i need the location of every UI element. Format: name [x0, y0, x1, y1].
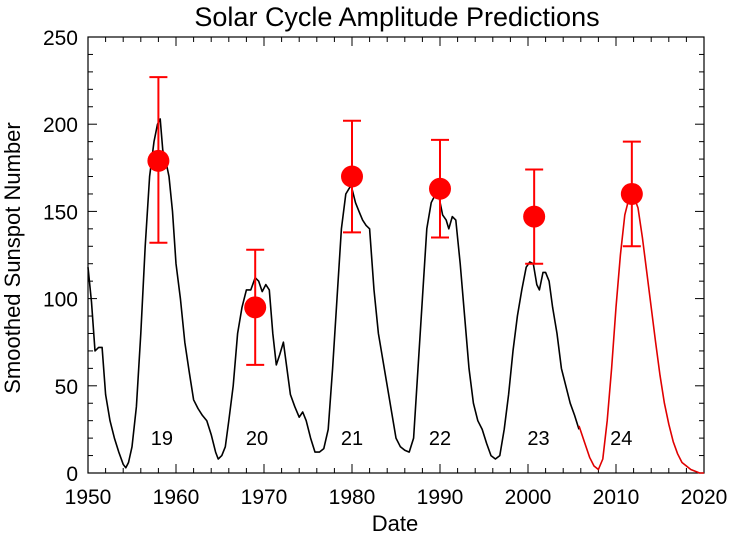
cycle-label-layer: 19 20 21 22 23 24: [151, 428, 633, 450]
prediction-cycle-20: [244, 248, 267, 366]
series-layer: [87, 118, 704, 474]
x-tick-label: 1950: [65, 486, 112, 509]
x-axis: 1950 1960 1970 1980 1990 2000 2010 2020: [65, 37, 728, 509]
prediction-cycle-21: [341, 119, 363, 234]
chart-title: Solar Cycle Amplitude Predictions: [194, 2, 599, 32]
prediction-point: [620, 182, 643, 205]
y-axis-label: Smoothed Sunspot Number: [0, 122, 25, 394]
prediction-layer: [147, 76, 643, 366]
prediction-cycle-23: [523, 168, 546, 265]
cycle-label: 19: [151, 428, 173, 450]
y-tick-label: 0: [66, 463, 78, 486]
x-tick-label: 1970: [241, 486, 288, 509]
cycle-label: 21: [341, 428, 363, 450]
prediction-cycle-24: [620, 140, 643, 248]
x-tick-label: 1980: [329, 486, 376, 509]
plot-frame: [87, 36, 705, 474]
cycle-24-prediction-line: [578, 194, 704, 474]
cycle-label: 22: [429, 428, 451, 450]
prediction-cycle-22: [429, 138, 451, 239]
y-tick-label: 50: [55, 376, 78, 399]
x-tick-label: 2020: [681, 486, 728, 509]
cycle-label: 20: [246, 428, 268, 450]
x-axis-label: Date: [372, 511, 418, 533]
cycle-label: 24: [610, 428, 632, 450]
y-tick-label: 250: [43, 27, 78, 50]
prediction-point: [429, 177, 451, 200]
y-tick-label: 100: [43, 289, 78, 312]
y-axis: 0 50 100 150 200 250: [43, 27, 704, 486]
x-tick-label: 2010: [593, 486, 640, 509]
cycle-label: 23: [527, 428, 549, 450]
prediction-point: [341, 165, 363, 188]
x-tick-label: 1990: [417, 486, 464, 509]
x-tick-label: 2000: [505, 486, 552, 509]
prediction-point: [147, 149, 170, 172]
prediction-point: [244, 296, 267, 319]
y-tick-label: 200: [43, 114, 78, 137]
x-tick-label: 1960: [153, 486, 200, 509]
prediction-point: [523, 205, 546, 228]
y-tick-label: 150: [43, 201, 78, 224]
prediction-cycle-19: [147, 76, 170, 244]
plot-border: [87, 36, 705, 474]
